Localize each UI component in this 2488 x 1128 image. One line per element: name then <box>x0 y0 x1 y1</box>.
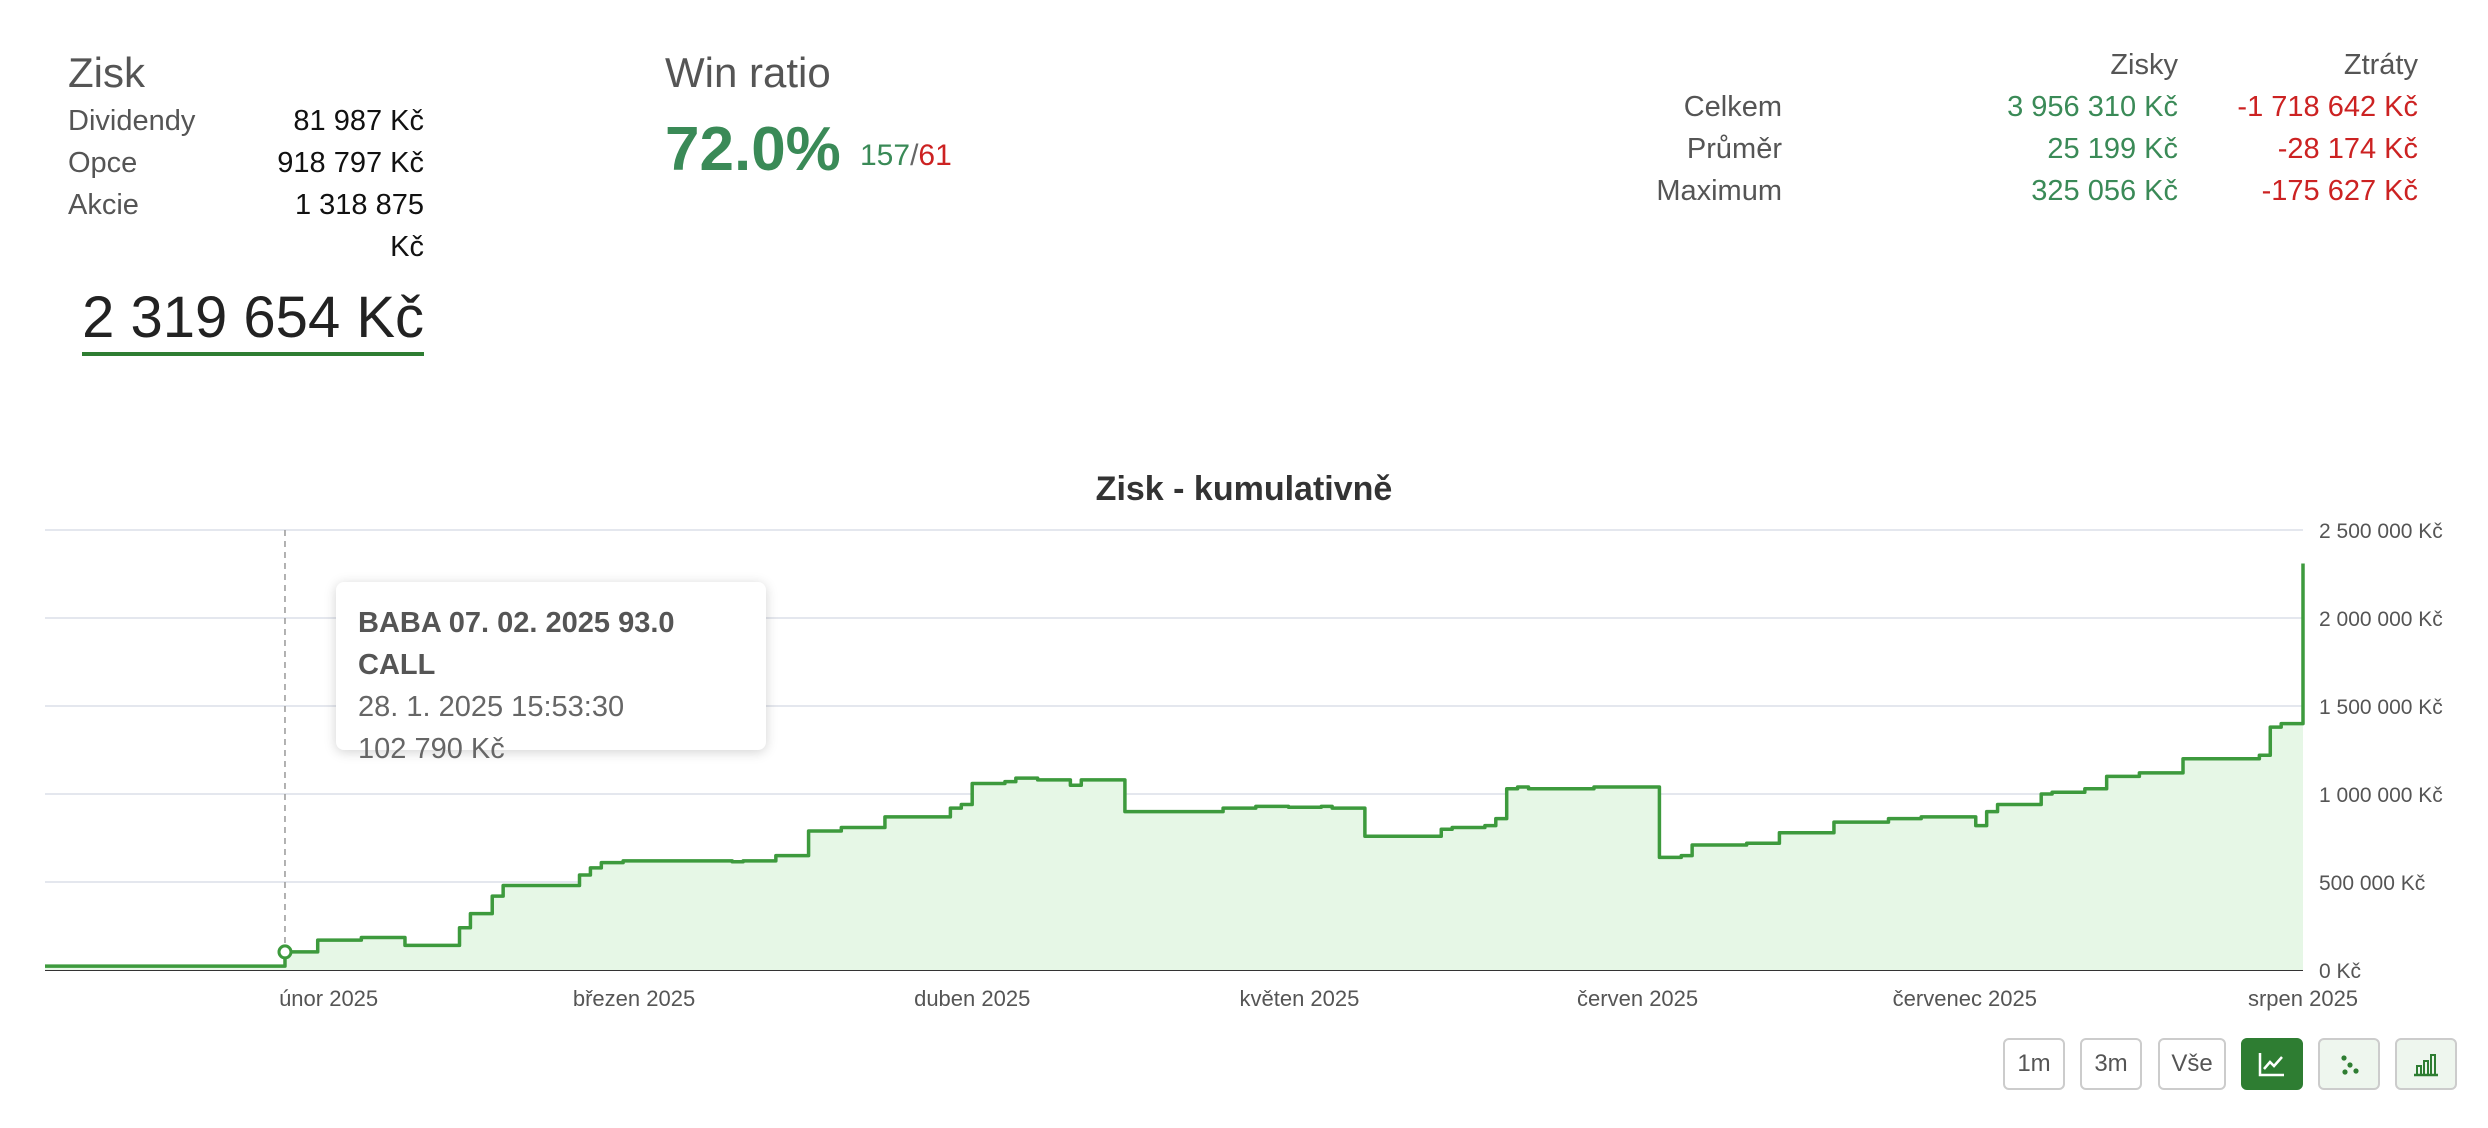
highlight-point-marker <box>277 944 293 960</box>
chart-tooltip: BABA 07. 02. 2025 93.0 CALL 28. 1. 2025 … <box>336 582 766 765</box>
cumulative-profit-chart[interactable]: 0 Kč 500 000 Kč 1 000 000 Kč 1 500 000 Kč 2 … <box>0 510 2488 1030</box>
y-tick-label: 1 000 000 Kč <box>2319 784 2443 807</box>
tooltip-datetime: 28. 1. 2025 15:53:30 <box>358 691 625 723</box>
stocks-value-line2: Kč <box>390 231 424 263</box>
win-count: 157 <box>860 139 911 172</box>
stats-max-profit: 325 056 Kč <box>2031 175 2178 207</box>
bar-chart-button[interactable] <box>2395 1038 2457 1090</box>
tooltip-value: 102 790 Kč <box>358 733 505 765</box>
options-value: 918 797 Kč <box>277 147 424 179</box>
x-tick-label: květen 2025 <box>1240 986 1360 1011</box>
y-tick-label: 2 500 000 Kč <box>2319 520 2443 543</box>
profit-total: 2 319 654 Kč <box>82 286 424 356</box>
win-ratio-percent: 72.0% <box>665 115 841 184</box>
win-loss-separator: / <box>910 139 919 172</box>
stocks-row: Akcie 1 318 875 Kč <box>68 184 424 268</box>
range-3m-button[interactable]: 3m <box>2080 1038 2142 1090</box>
x-tick-label: červen 2025 <box>1577 986 1698 1011</box>
line-chart-button[interactable] <box>2241 1038 2303 1090</box>
y-tick-label: 1 500 000 Kč <box>2319 696 2443 719</box>
stats-row-label: Celkem <box>1683 91 1782 123</box>
bar-chart-icon <box>2414 1054 2438 1077</box>
loss-count: 61 <box>918 139 952 172</box>
x-tick-label: březen 2025 <box>573 986 695 1011</box>
stats-average-profit: 25 199 Kč <box>2047 133 2178 165</box>
stocks-value-line1: 1 318 875 <box>294 189 424 221</box>
stats-header-profits: Zisky <box>2110 49 2178 81</box>
scatter-chart-icon <box>2341 1055 2359 1075</box>
tooltip-title: BABA 07. 02. 2025 93.0 CALL <box>358 607 675 681</box>
stats-total-loss: -1 718 642 Kč <box>2237 91 2418 123</box>
stats-row-label: Maximum <box>1656 175 1782 207</box>
range-all-button[interactable]: Vše <box>2158 1038 2226 1090</box>
line-chart-icon <box>2258 1053 2284 1077</box>
stats-row-label: Průměr <box>1686 133 1782 165</box>
scatter-chart-button[interactable] <box>2318 1038 2380 1090</box>
win-ratio-panel: Win ratio 72.0% 157/61 <box>665 46 1025 184</box>
win-ratio-title: Win ratio <box>665 49 831 96</box>
profit-line <box>45 563 2305 968</box>
range-1m-button[interactable]: 1m <box>2003 1038 2065 1090</box>
stats-average-loss: -28 174 Kč <box>2277 133 2418 165</box>
x-tick-label: únor 2025 <box>279 986 378 1011</box>
chart-title: Zisk - kumulativně <box>1095 470 1393 508</box>
y-tick-label: 500 000 Kč <box>2319 872 2425 895</box>
stats-header-losses: Ztráty <box>2343 49 2418 81</box>
x-tick-label: červenec 2025 <box>1893 986 2037 1011</box>
options-label: Opce <box>68 147 138 179</box>
profit-summary: Zisk Dividendy 81 987 Kč Opce 918 797 Kč… <box>68 46 424 356</box>
y-tick-label: 0 Kč <box>2319 960 2361 983</box>
x-tick-label: duben 2025 <box>914 986 1030 1011</box>
dividends-value: 81 987 Kč <box>293 105 424 137</box>
profit-title: Zisk <box>68 49 145 96</box>
stats-max-loss: -175 627 Kč <box>2261 175 2418 207</box>
stats-total-profit: 3 956 310 Kč <box>2007 91 2178 123</box>
stats-table: Zisky Ztráty Celkem 3 956 310 Kč -1 718 … <box>1400 44 2418 224</box>
stocks-label: Akcie <box>68 189 139 221</box>
win-loss-counts: 157/61 <box>860 139 952 173</box>
options-row: Opce 918 797 Kč <box>68 142 424 184</box>
y-tick-label: 2 000 000 Kč <box>2319 608 2443 631</box>
x-tick-label: srpen 2025 <box>2248 986 2358 1011</box>
profit-area <box>45 563 2303 970</box>
dividends-label: Dividendy <box>68 105 196 137</box>
dividends-row: Dividendy 81 987 Kč <box>68 100 424 142</box>
